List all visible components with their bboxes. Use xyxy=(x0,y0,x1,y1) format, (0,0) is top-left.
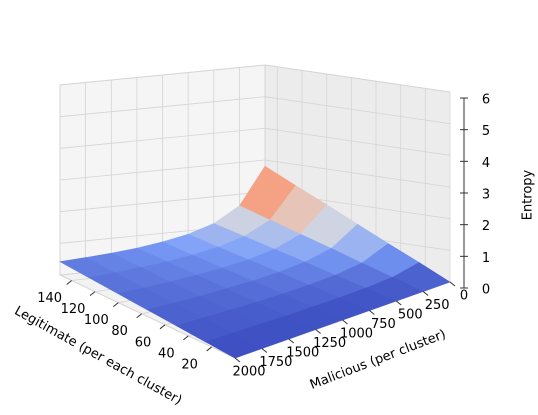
y-tick xyxy=(136,313,142,319)
y-tick-label: 140 xyxy=(37,291,62,306)
z-tick-label: 5 xyxy=(482,124,490,139)
x-tick xyxy=(234,357,241,363)
y-tick xyxy=(183,335,189,341)
y-tick xyxy=(89,291,96,296)
x-tick-label: 750 xyxy=(371,317,396,332)
x-tick xyxy=(369,310,375,315)
grid-line xyxy=(59,96,451,125)
x-tick xyxy=(261,348,268,353)
y-tick-label: 60 xyxy=(135,335,152,350)
x-tick xyxy=(422,291,429,296)
y-tick-label: 100 xyxy=(84,313,109,328)
surface xyxy=(59,165,451,359)
y-tick-label: 40 xyxy=(158,346,175,361)
x-tick-label: 250 xyxy=(425,298,450,313)
z-tick-label: 0 xyxy=(482,283,490,298)
x-tick-label: 1250 xyxy=(313,336,346,351)
x-tick xyxy=(342,319,348,325)
grid-line xyxy=(59,159,451,188)
grid-line xyxy=(59,64,451,93)
y-tick xyxy=(66,280,72,285)
x-tick xyxy=(449,281,456,287)
x-tick xyxy=(288,338,295,344)
x-tick xyxy=(395,300,402,306)
surface-cell xyxy=(205,332,263,359)
z-tick-label: 4 xyxy=(482,156,490,171)
z-tick-label: 1 xyxy=(482,251,490,266)
y-tick-label: 80 xyxy=(111,324,128,339)
x-tick-label: 1500 xyxy=(286,346,319,361)
y-tick-label: 20 xyxy=(181,357,198,372)
z-axis-label: Entropy xyxy=(521,169,536,220)
grid-line xyxy=(59,127,451,156)
y-tick xyxy=(206,346,212,352)
x-tick xyxy=(315,329,321,334)
x-tick-label: 1000 xyxy=(340,327,373,342)
y-tick xyxy=(113,302,119,308)
x-tick-label: 1750 xyxy=(259,355,292,370)
x-tick-label: 0 xyxy=(460,289,468,304)
z-tick-label: 6 xyxy=(482,93,490,108)
z-tick-label: 3 xyxy=(482,188,490,203)
x-tick-label: 2000 xyxy=(232,365,265,380)
y-tick-label: 120 xyxy=(61,302,86,317)
z-tick-label: 2 xyxy=(482,219,490,234)
y-tick xyxy=(159,324,166,330)
x-tick-label: 500 xyxy=(398,308,423,323)
